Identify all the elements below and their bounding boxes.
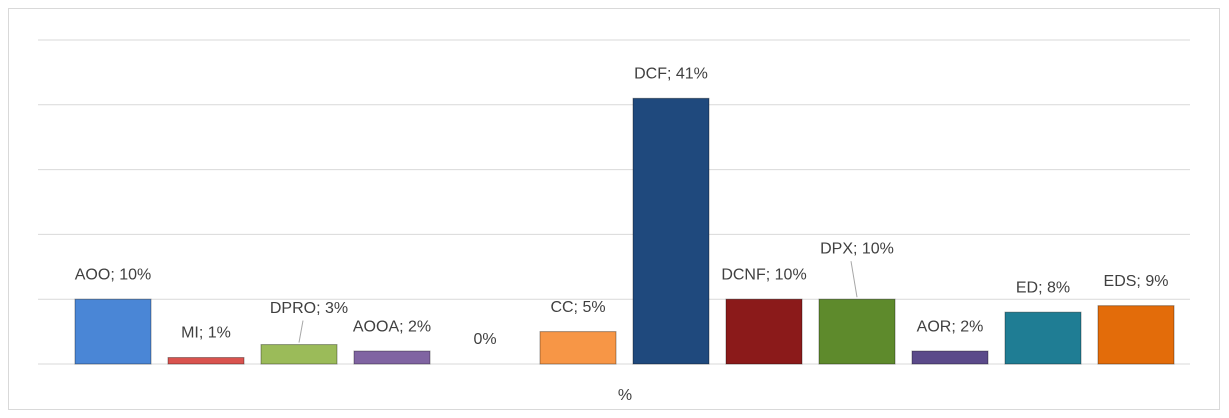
bar [725, 298, 803, 365]
leader-line [850, 261, 858, 298]
bar [911, 350, 989, 365]
data-label: DCNF; 10% [721, 266, 806, 283]
bar [1097, 305, 1175, 365]
data-label: MI; 1% [181, 325, 231, 342]
bar [539, 331, 617, 365]
bar [1004, 311, 1082, 365]
bar [818, 298, 896, 365]
leader-line [298, 320, 304, 343]
data-label: ED; 8% [1016, 279, 1070, 296]
data-label: AOR; 2% [917, 318, 984, 335]
bar [74, 298, 152, 365]
bar [167, 357, 245, 365]
data-label: DPRO; 3% [270, 300, 348, 317]
data-label: DPX; 10% [820, 240, 894, 257]
bar [632, 97, 710, 365]
data-label: AOO; 10% [75, 266, 151, 283]
data-label: AOOA; 2% [353, 318, 431, 335]
bar [260, 344, 338, 365]
data-label: CC; 5% [550, 299, 605, 316]
data-label: 0% [473, 331, 496, 348]
x-axis-label: % [618, 387, 632, 404]
data-label: DCF; 41% [634, 66, 708, 83]
bar [353, 350, 431, 365]
data-label: EDS; 9% [1104, 273, 1169, 290]
